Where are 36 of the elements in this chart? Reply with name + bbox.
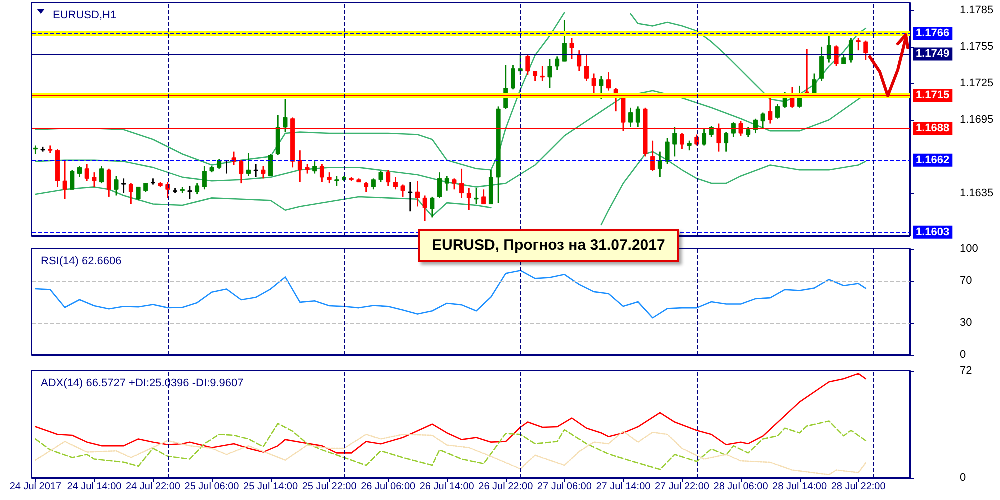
ref-line-label: 1.1715 — [916, 90, 950, 102]
x-tick-label: 28 Jul 14:00 — [772, 482, 828, 492]
ref-line-label: 1.1688 — [916, 122, 950, 135]
text: ADX(14) 66.5727 +DI:25.0396 -DI:9.9607 — [41, 378, 244, 390]
y-tick-label: 30 — [960, 317, 972, 330]
text: EURUSD,H1 — [53, 10, 117, 22]
y-tick-label: 1.1755 — [960, 40, 994, 53]
x-tick-label: 26 Jul 14:00 — [420, 482, 475, 492]
x-tick-label: 24 Jul 2017 — [10, 482, 62, 492]
y-tick-label: 70 — [960, 274, 972, 287]
x-tick-label: 24 Jul 22:00 — [126, 482, 181, 492]
x-tick-label: 25 Jul 06:00 — [184, 482, 240, 492]
ref-line-label: 1.1766 — [916, 27, 950, 40]
x-tick-label: 26 Jul 22:00 — [478, 482, 534, 492]
x-tick-label: 24 Jul 14:00 — [67, 482, 122, 492]
x-tick-label: 25 Jul 22:00 — [302, 482, 358, 492]
y-tick-label: 100 — [960, 243, 978, 255]
text: RSI(14) 62.6606 — [41, 256, 122, 268]
x-tick-label: 25 Jul 14:00 — [244, 482, 298, 492]
y-tick-label: 1.1695 — [960, 114, 994, 126]
x-tick-label: 28 Jul 06:00 — [714, 482, 769, 492]
x-tick-label: 26 Jul 06:00 — [361, 482, 416, 492]
y-tick-label: 72 — [960, 365, 972, 377]
ref-line-label: 1.1662 — [916, 154, 950, 166]
y-tick-label: 1.1785 — [960, 4, 994, 16]
y-tick-label: 0 — [960, 349, 966, 361]
ref-line-label: 1.1749 — [916, 48, 950, 60]
y-tick-label: 1.1725 — [960, 78, 994, 90]
x-tick-label: 27 Jul 14:00 — [596, 482, 652, 492]
annotation: EURUSD, Прогноз на 31.07.2017 — [418, 229, 680, 262]
y-tick-label: 0 — [960, 472, 966, 484]
x-tick-label: 27 Jul 06:00 — [537, 482, 592, 492]
y-tick-label: 1.1635 — [960, 187, 994, 200]
x-tick-label: 28 Jul 22:00 — [831, 482, 886, 492]
x-tick-label: 27 Jul 22:00 — [654, 482, 710, 492]
ref-line-label: 1.1603 — [916, 226, 950, 238]
